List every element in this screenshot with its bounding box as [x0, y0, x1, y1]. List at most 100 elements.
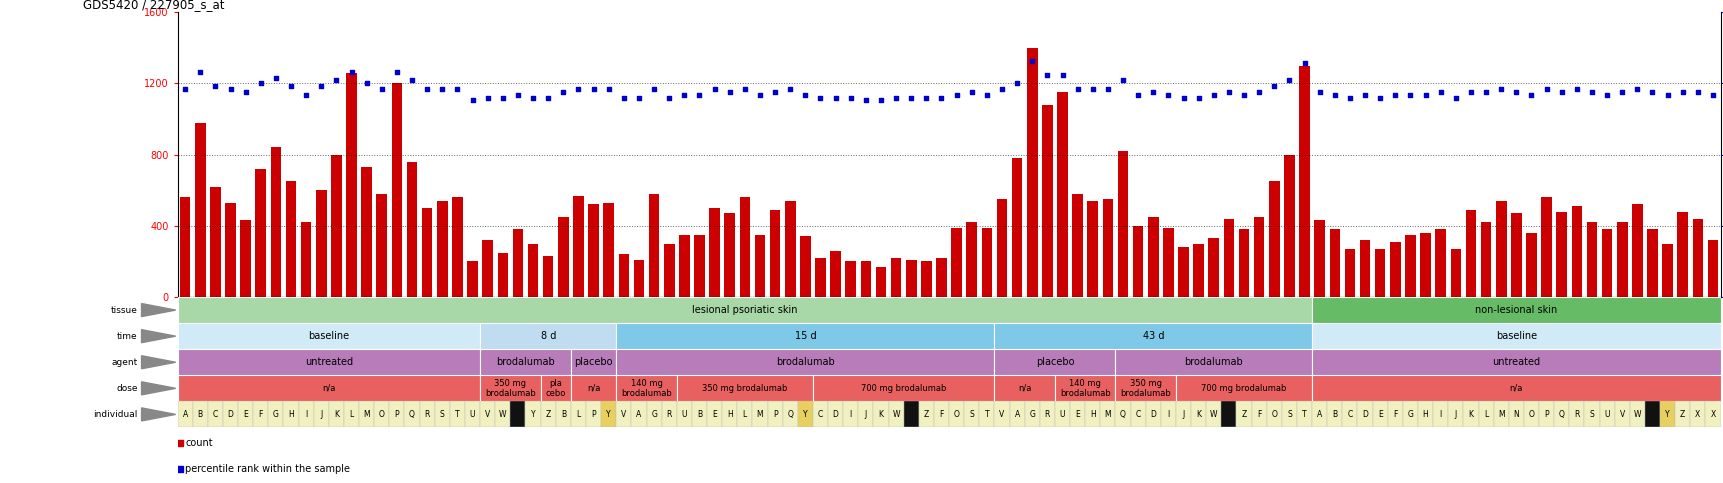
Bar [1523, 401, 1539, 427]
Text: untreated: untreated [305, 357, 353, 367]
Point [1608, 88, 1635, 96]
Bar [615, 375, 677, 401]
Text: W: W [893, 410, 899, 419]
Bar [1492, 401, 1508, 427]
Text: Z: Z [924, 410, 929, 419]
Bar [362, 167, 372, 297]
Point [882, 94, 910, 101]
Point [686, 91, 713, 99]
Text: L: L [1484, 410, 1487, 419]
Point [1577, 88, 1604, 96]
Text: 140 mg
brodalumab: 140 mg brodalumab [620, 379, 672, 398]
Bar [374, 401, 389, 427]
Text: n/a: n/a [1017, 384, 1030, 393]
Text: Y: Y [803, 410, 806, 419]
Bar [830, 251, 841, 297]
Text: J: J [320, 410, 322, 419]
Point [1683, 88, 1711, 96]
Text: lesional psoriatic skin: lesional psoriatic skin [691, 305, 798, 315]
Bar [1054, 401, 1070, 427]
Text: 140 mg
brodalumab: 140 mg brodalumab [1060, 379, 1110, 398]
Polygon shape [141, 355, 176, 369]
Bar [1148, 217, 1158, 297]
Bar [177, 323, 479, 349]
Bar [512, 229, 522, 297]
Point [262, 74, 289, 82]
Bar [1480, 222, 1490, 297]
Text: T: T [1301, 410, 1306, 419]
Text: I: I [849, 410, 851, 419]
Point [1063, 85, 1091, 93]
Text: D: D [1149, 410, 1156, 419]
Bar [238, 401, 253, 427]
Bar [586, 401, 601, 427]
Point [171, 85, 198, 93]
Point [489, 94, 517, 101]
Bar [980, 227, 992, 297]
Bar [874, 401, 887, 427]
Bar [634, 260, 644, 297]
Bar [1375, 249, 1385, 297]
Text: W: W [1633, 410, 1640, 419]
Bar [1403, 401, 1418, 427]
Bar [286, 181, 296, 297]
Bar [1253, 217, 1263, 297]
Polygon shape [141, 329, 176, 342]
Text: J: J [1454, 410, 1456, 419]
Polygon shape [141, 382, 176, 395]
Bar [451, 197, 462, 297]
Point [1440, 94, 1468, 101]
Text: X: X [1694, 410, 1699, 419]
Point [429, 85, 457, 93]
Bar [1556, 212, 1566, 297]
Bar [891, 258, 901, 297]
Bar [239, 220, 252, 297]
Bar [389, 401, 405, 427]
Text: D: D [832, 410, 837, 419]
Text: M: M [1104, 410, 1111, 419]
Bar [1356, 401, 1372, 427]
Point [1639, 88, 1666, 96]
Bar [751, 401, 767, 427]
Text: 8 d: 8 d [541, 331, 555, 341]
Text: W: W [498, 410, 507, 419]
Bar [226, 203, 236, 297]
Bar [1508, 401, 1523, 427]
Bar [1614, 401, 1628, 427]
Text: Z: Z [1241, 410, 1246, 419]
Text: M: M [756, 410, 763, 419]
Bar [271, 147, 281, 297]
Bar [177, 401, 193, 427]
Bar [1689, 401, 1704, 427]
Bar [706, 401, 722, 427]
Point [836, 94, 863, 101]
Bar [1359, 240, 1370, 297]
Bar [331, 155, 341, 297]
Point [942, 91, 970, 99]
Bar [450, 401, 465, 427]
Text: n/a: n/a [322, 384, 336, 393]
Point [367, 85, 395, 93]
Text: J: J [865, 410, 867, 419]
Text: M: M [364, 410, 370, 419]
Point [775, 85, 803, 93]
Bar [1191, 401, 1206, 427]
Bar [1599, 401, 1614, 427]
Point [1427, 88, 1454, 96]
Bar [1054, 375, 1115, 401]
Text: J: J [1182, 410, 1184, 419]
Bar [844, 261, 856, 297]
Bar [1463, 401, 1478, 427]
Point [1139, 88, 1166, 96]
Bar [479, 375, 541, 401]
Text: non-lesional skin: non-lesional skin [1475, 305, 1556, 315]
Bar [1299, 66, 1309, 297]
Point [1335, 94, 1363, 101]
Text: S: S [1287, 410, 1291, 419]
Bar [527, 243, 538, 297]
Bar [1420, 233, 1430, 297]
Point [1170, 94, 1197, 101]
Point [1487, 85, 1515, 93]
Bar [1296, 401, 1311, 427]
Text: placebo: placebo [1036, 357, 1073, 367]
